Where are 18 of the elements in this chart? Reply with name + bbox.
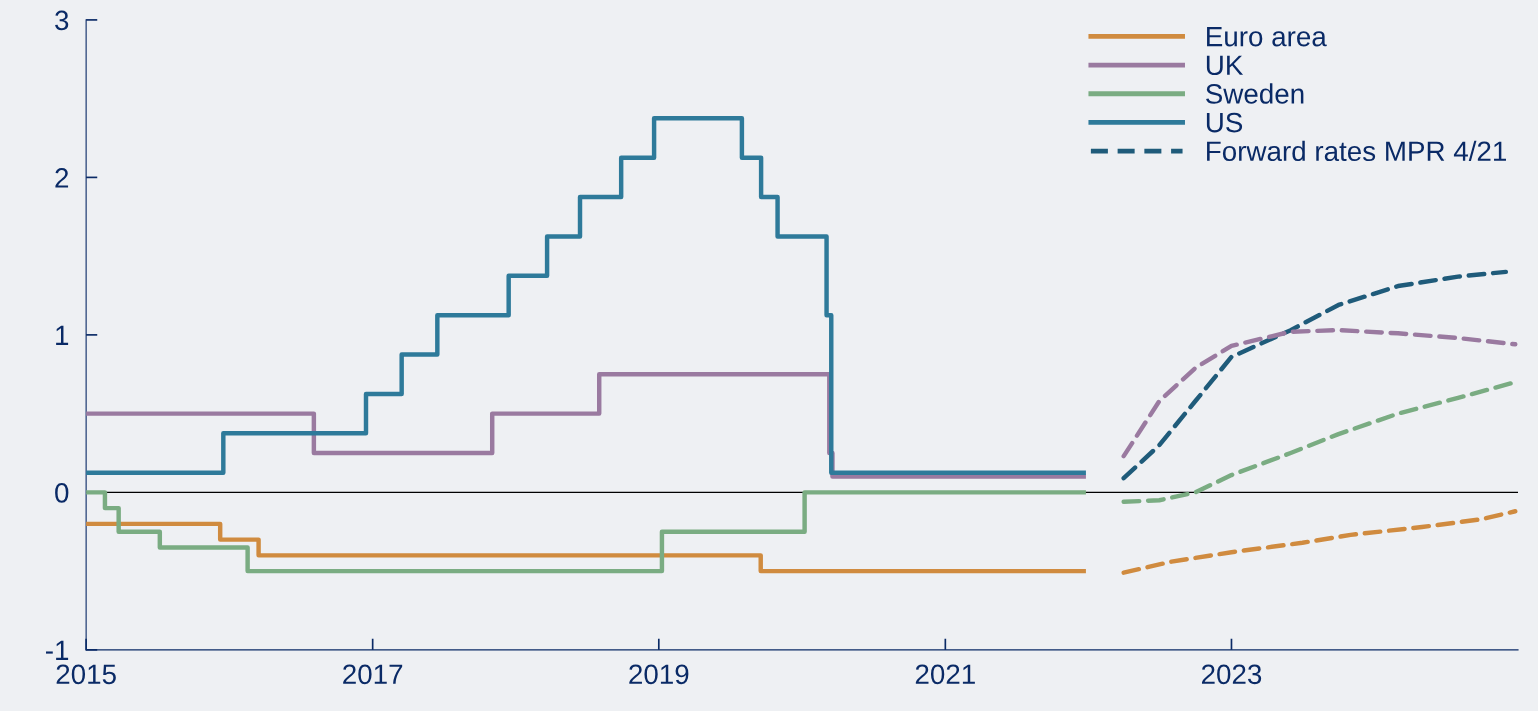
legend-label: Euro area [1207,27,1327,47]
legend-label: Sweden [1206,83,1304,104]
y-tick-label: -1 [46,640,69,660]
legend-label: Forward rates MPR 4/21 [1207,140,1506,162]
x-tick-label: 2019 [629,664,689,685]
x-tick-label: 2015 [56,664,116,685]
y-tick-label: 0 [55,483,69,503]
x-tick-label: 2023 [1201,664,1262,685]
y-tick-label: 1 [56,325,69,345]
x-tick-label: 2017 [343,664,403,685]
line-series [1121,509,1518,575]
legend-label: US [1206,112,1243,133]
line-series [1121,327,1518,459]
y-tick-label: 3 [55,10,69,31]
line-series [1121,269,1509,481]
x-tick-label: 2021 [915,664,975,685]
y-tick-label: 2 [55,168,69,188]
legend-label: UK [1206,55,1244,76]
